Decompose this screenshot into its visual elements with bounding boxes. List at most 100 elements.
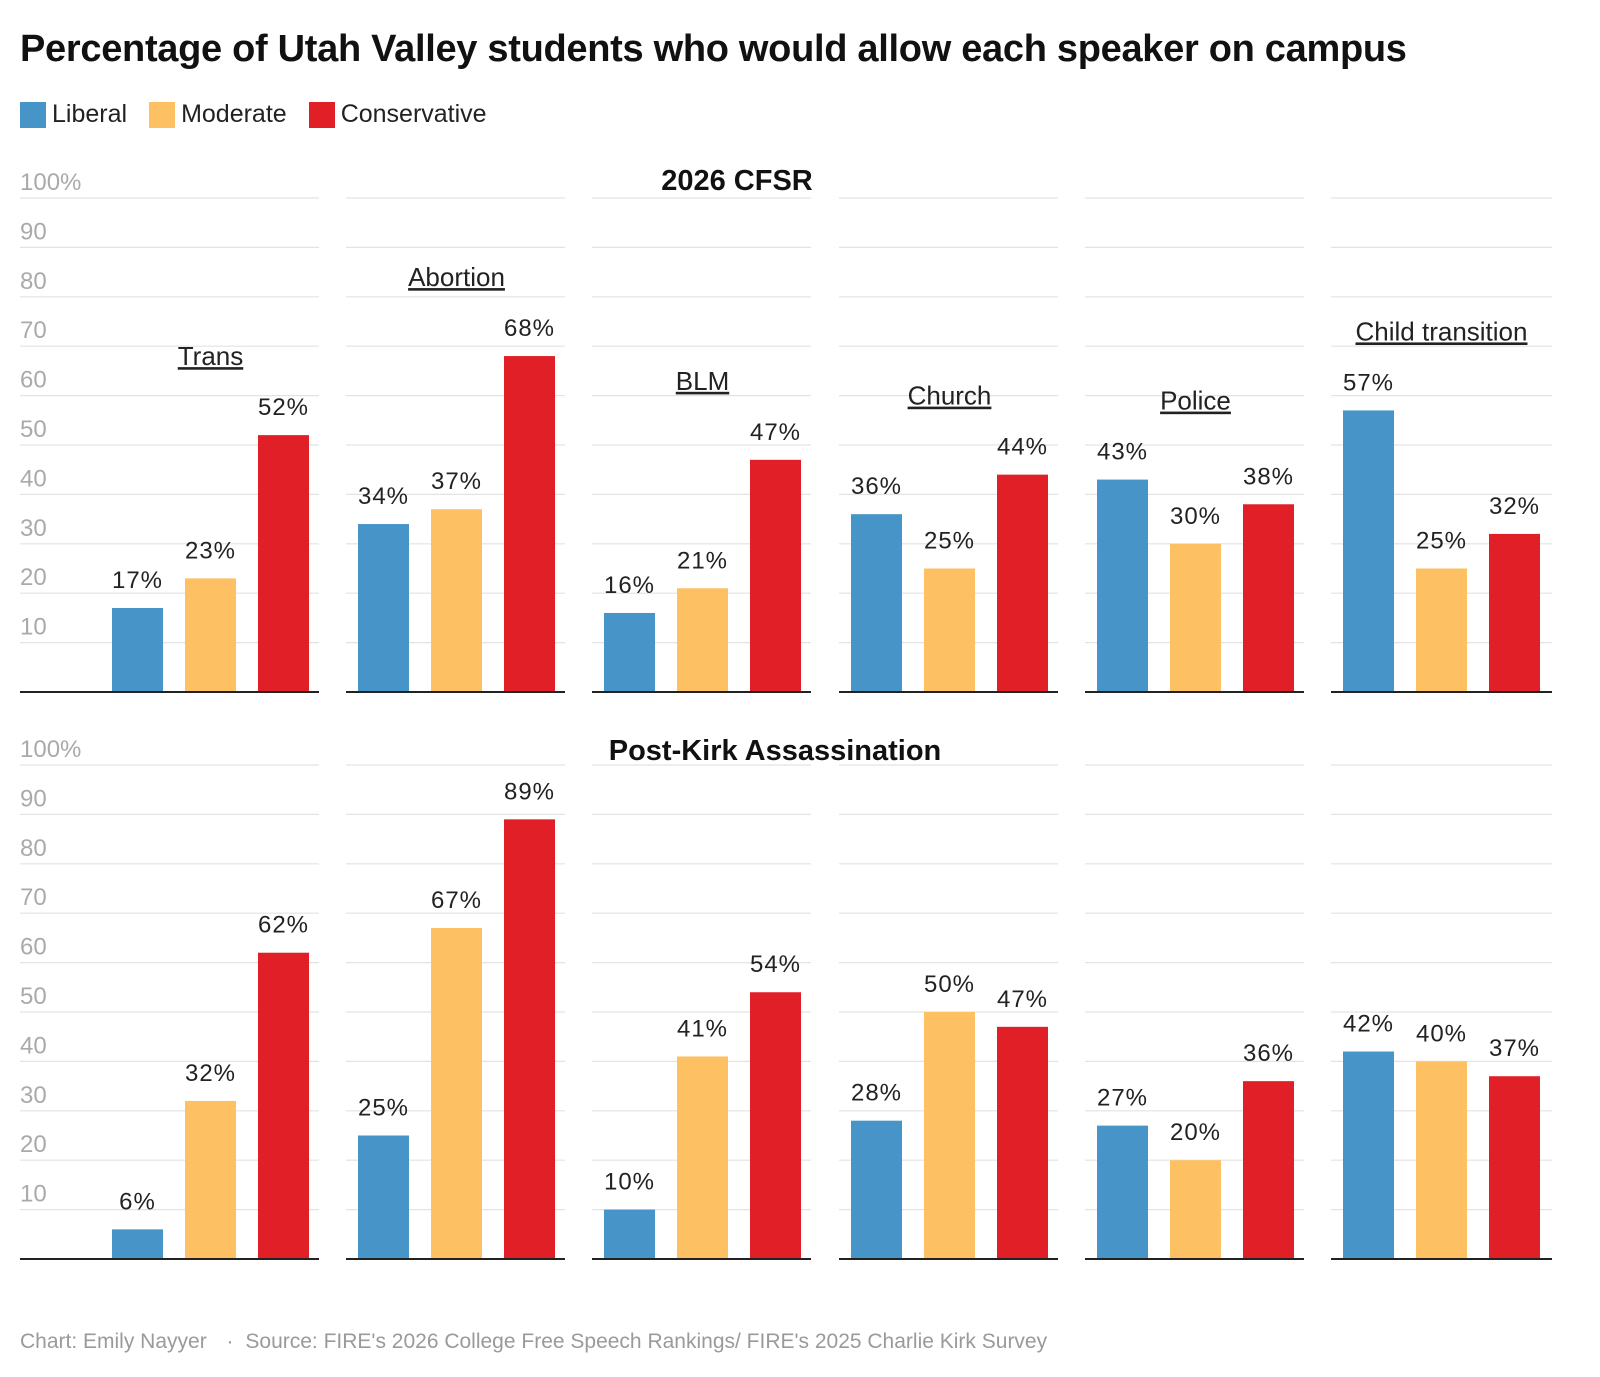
bar-abortion-moderate	[431, 509, 482, 692]
category-label-blm: BLM	[676, 366, 729, 396]
bar-abortion-conservative	[504, 819, 555, 1259]
bar-abortion-moderate	[431, 928, 482, 1259]
data-label-abortion-moderate: 37%	[431, 468, 482, 495]
bar-police-conservative	[1243, 1081, 1294, 1259]
legend: Liberal Moderate Conservative	[20, 100, 509, 129]
y-tick-label: 20	[20, 1131, 47, 1158]
bar-church-conservative	[997, 474, 1048, 692]
data-label-blm-moderate: 21%	[677, 547, 728, 574]
legend-label-liberal: Liberal	[52, 100, 128, 128]
bar-police-moderate	[1170, 543, 1221, 692]
bar-church-moderate	[924, 568, 975, 692]
data-label-abortion-conservative: 89%	[504, 778, 555, 805]
data-label-blm-conservative: 54%	[750, 951, 801, 978]
data-label-abortion-conservative: 68%	[504, 315, 555, 342]
y-tick-label: 80	[20, 835, 47, 862]
bar-blm-conservative	[750, 992, 801, 1259]
y-tick-label: 90	[20, 218, 47, 245]
bar-trans-moderate	[185, 578, 236, 692]
legend-label-conservative: Conservative	[340, 100, 487, 128]
data-label-trans-liberal: 6%	[119, 1188, 156, 1215]
bar-trans-liberal	[112, 1229, 163, 1259]
y-tick-label: 10	[20, 1181, 47, 1208]
data-label-blm-conservative: 47%	[750, 419, 801, 446]
bar-trans-conservative	[258, 435, 309, 692]
footer-credit: Chart: Emily Nayyer	[20, 1330, 207, 1353]
data-label-trans-moderate: 23%	[185, 537, 236, 564]
y-tick-label: 50	[20, 983, 47, 1010]
y-tick-label: 30	[20, 515, 47, 542]
bar-blm-liberal	[604, 1209, 655, 1259]
data-label-blm-liberal: 10%	[604, 1169, 655, 1196]
data-label-child-transition-liberal: 42%	[1343, 1011, 1394, 1038]
bar-child-transition-conservative	[1489, 1076, 1540, 1259]
data-label-police-liberal: 43%	[1097, 439, 1148, 466]
data-label-child-transition-conservative: 32%	[1489, 493, 1540, 520]
data-label-church-liberal: 28%	[851, 1080, 902, 1107]
category-label-police: Police	[1160, 386, 1231, 416]
bar-blm-moderate	[677, 588, 728, 692]
data-label-church-moderate: 25%	[924, 528, 975, 555]
bar-abortion-liberal	[358, 1135, 409, 1259]
bar-police-moderate	[1170, 1160, 1221, 1259]
y-tick-label: 70	[20, 884, 47, 911]
y-tick-label: 90	[20, 785, 47, 812]
bar-trans-liberal	[112, 608, 163, 692]
y-tick-label: 50	[20, 416, 47, 443]
y-tick-label: 100%	[20, 736, 81, 763]
data-label-police-liberal: 27%	[1097, 1085, 1148, 1112]
data-label-trans-moderate: 32%	[185, 1060, 236, 1087]
data-label-child-transition-liberal: 57%	[1343, 369, 1394, 396]
data-label-police-moderate: 20%	[1170, 1119, 1221, 1146]
legend-item-conservative: Conservative	[308, 100, 487, 129]
bar-trans-conservative	[258, 952, 309, 1259]
footer-source: Source: FIRE's 2026 College Free Speech …	[245, 1330, 1048, 1353]
y-tick-label: 20	[20, 564, 47, 591]
legend-swatch-conservative	[308, 101, 335, 128]
legend-item-liberal: Liberal	[20, 100, 127, 129]
data-label-police-conservative: 36%	[1243, 1040, 1294, 1067]
bar-blm-moderate	[677, 1056, 728, 1259]
bar-police-liberal	[1097, 1125, 1148, 1259]
category-label-church: Church	[908, 381, 992, 411]
bar-police-liberal	[1097, 479, 1148, 692]
category-label-trans: Trans	[178, 341, 244, 371]
legend-swatch-liberal	[20, 101, 46, 128]
bar-church-conservative	[997, 1026, 1048, 1259]
category-label-child-transition: Child transition	[1356, 316, 1528, 346]
y-tick-label: 70	[20, 317, 47, 344]
bar-church-moderate	[924, 1012, 975, 1259]
y-tick-label: 10	[20, 614, 47, 641]
bar-abortion-liberal	[358, 524, 409, 692]
y-tick-label: 40	[20, 1032, 47, 1059]
bar-child-transition-moderate	[1416, 568, 1467, 692]
data-label-police-conservative: 38%	[1243, 463, 1294, 490]
data-label-child-transition-moderate: 40%	[1416, 1020, 1467, 1047]
data-label-trans-conservative: 62%	[258, 912, 309, 939]
y-tick-label: 40	[20, 465, 47, 492]
bar-child-transition-liberal	[1343, 1051, 1394, 1259]
y-tick-label: 60	[20, 367, 47, 394]
data-label-church-moderate: 50%	[924, 971, 975, 998]
footer: Chart: Emily Nayyer · Source: FIRE's 202…	[20, 1330, 1047, 1354]
data-label-police-moderate: 30%	[1170, 503, 1221, 530]
bar-child-transition-liberal	[1343, 410, 1394, 692]
bar-church-liberal	[851, 1120, 902, 1259]
bar-church-liberal	[851, 514, 902, 692]
chart-title: Percentage of Utah Valley students who w…	[20, 28, 1407, 70]
data-label-church-conservative: 44%	[997, 434, 1048, 461]
legend-swatch-moderate	[149, 101, 176, 128]
y-tick-label: 100%	[20, 169, 81, 196]
y-tick-label: 80	[20, 268, 47, 295]
data-label-blm-liberal: 16%	[604, 572, 655, 599]
bar-trans-moderate	[185, 1100, 236, 1259]
y-tick-label: 60	[20, 934, 47, 961]
bar-blm-conservative	[750, 459, 801, 692]
legend-item-moderate: Moderate	[149, 100, 287, 129]
data-label-abortion-moderate: 67%	[431, 887, 482, 914]
bar-police-conservative	[1243, 504, 1294, 692]
data-label-church-conservative: 47%	[997, 986, 1048, 1013]
y-tick-label: 30	[20, 1082, 47, 1109]
row-title-post-kirk-assassination: Post-Kirk Assassination	[609, 735, 942, 767]
